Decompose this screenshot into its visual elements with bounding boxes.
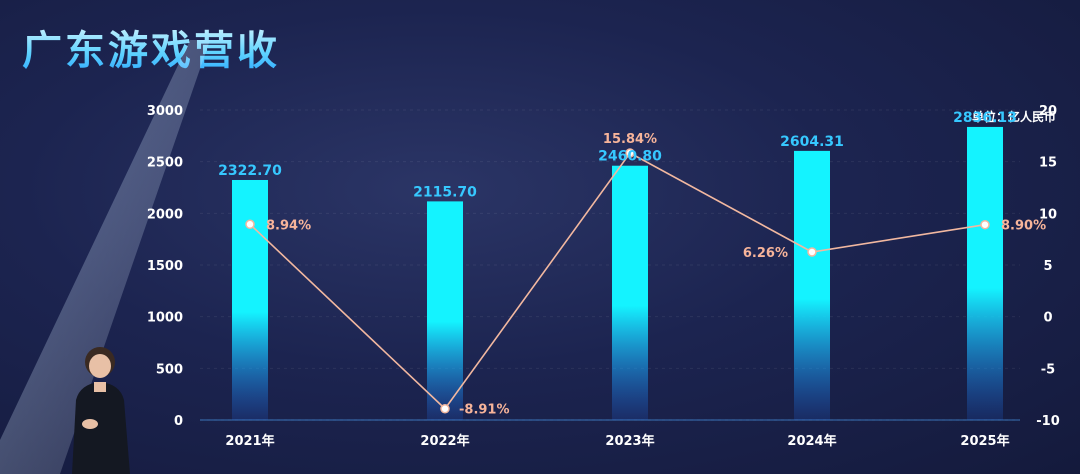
bar bbox=[794, 150, 830, 420]
growth-pct-label: 15.84% bbox=[603, 132, 657, 147]
y-tick-label: 2500 bbox=[147, 156, 183, 171]
bar-value-label: 2322.70 bbox=[218, 163, 282, 179]
x-tick-label: 2022年 bbox=[420, 433, 469, 449]
growth-pct-label: -8.91% bbox=[459, 403, 510, 418]
x-tick-label: 2023年 bbox=[605, 433, 654, 449]
y-tick-label: 500 bbox=[156, 362, 183, 377]
y2-tick-label: 15 bbox=[1039, 156, 1057, 171]
bar-value-label: 2115.70 bbox=[413, 184, 477, 200]
bar-value-label: 2460.80 bbox=[598, 149, 662, 165]
y2-tick-label: 20 bbox=[1039, 104, 1057, 119]
y-tick-label: 0 bbox=[174, 414, 183, 429]
growth-point bbox=[807, 247, 817, 257]
growth-pct-label: 8.90% bbox=[1001, 219, 1046, 234]
unit-label: 单位：亿人民币 bbox=[971, 110, 1056, 124]
y-tick-label: 1500 bbox=[147, 259, 183, 274]
growth-point bbox=[625, 148, 635, 158]
y-tick-label: 1000 bbox=[147, 311, 183, 326]
growth-pct-label: 6.26% bbox=[743, 246, 788, 261]
y2-tick-label: 0 bbox=[1043, 311, 1052, 326]
y2-tick-label: 10 bbox=[1039, 207, 1057, 222]
presenter-figure bbox=[72, 347, 130, 474]
y-tick-label: 2000 bbox=[147, 207, 183, 222]
growth-point bbox=[245, 219, 255, 230]
bar bbox=[967, 126, 1003, 421]
x-tick-label: 2021年 bbox=[225, 433, 274, 449]
y-tick-label: 3000 bbox=[147, 104, 183, 119]
growth-point bbox=[980, 219, 990, 230]
bar bbox=[612, 165, 648, 420]
x-tick-label: 2025年 bbox=[960, 433, 1009, 449]
bar-value-label: 2836.13 bbox=[953, 110, 1017, 126]
bar bbox=[427, 201, 463, 420]
growth-point bbox=[440, 403, 450, 414]
x-tick-label: 2024年 bbox=[787, 433, 836, 449]
y2-tick-label: -5 bbox=[1041, 362, 1055, 377]
y2-tick-label: -10 bbox=[1036, 414, 1060, 429]
y2-tick-label: 5 bbox=[1043, 259, 1052, 274]
bar bbox=[232, 179, 268, 420]
bar-value-label: 2604.31 bbox=[780, 134, 844, 150]
growth-pct-label: 8.94% bbox=[266, 218, 311, 233]
